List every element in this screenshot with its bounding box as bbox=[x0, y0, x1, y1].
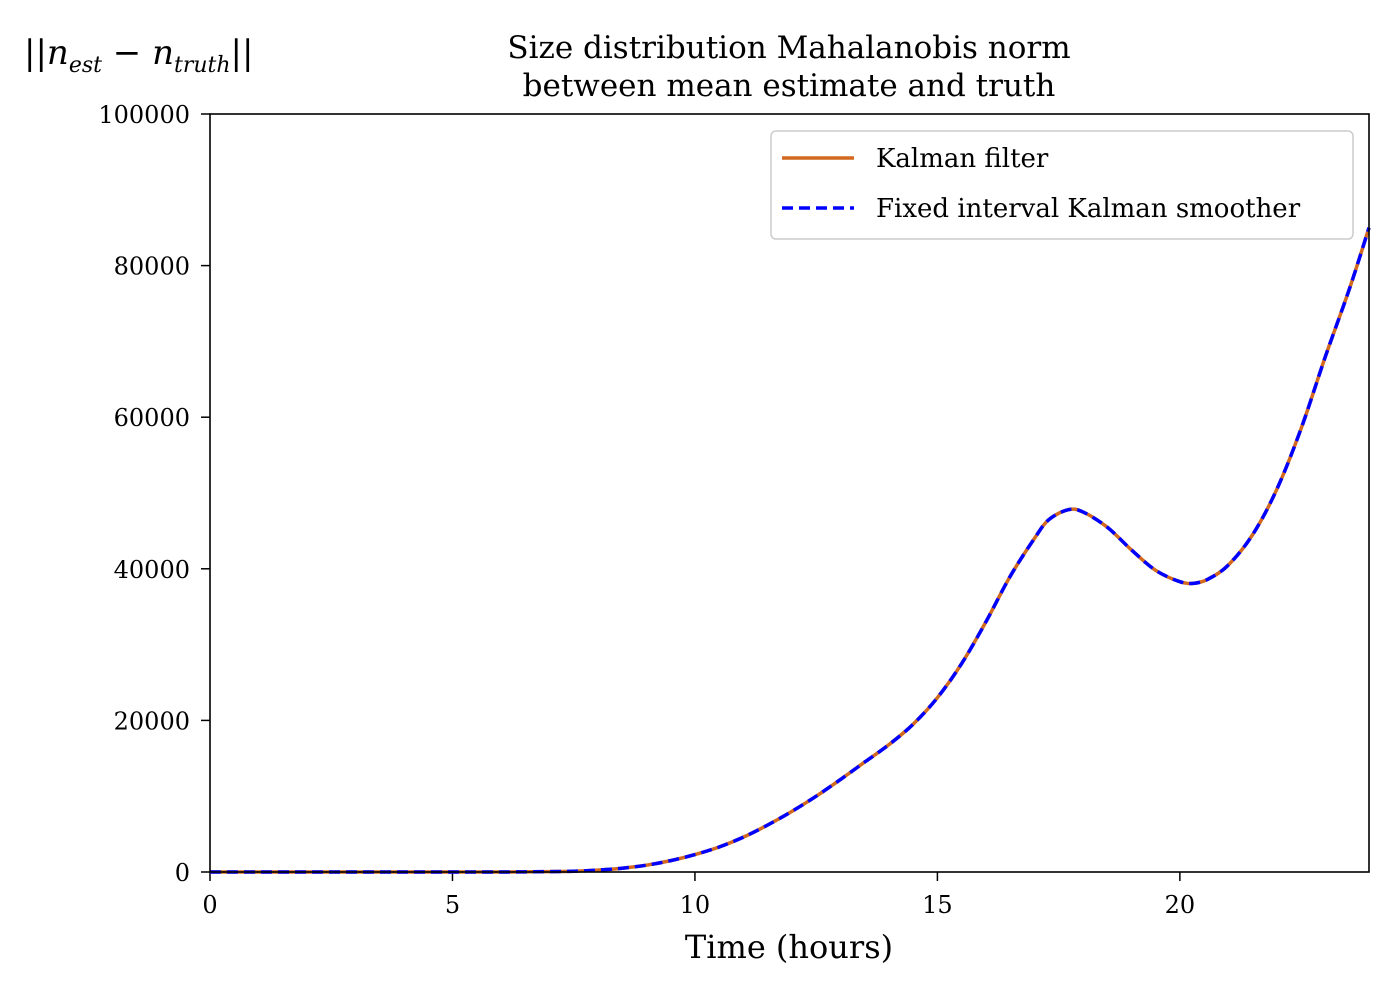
y-tick-label: 0 bbox=[175, 859, 190, 887]
plot-frame bbox=[209, 113, 1370, 873]
y-tick-label: 40000 bbox=[114, 556, 190, 584]
y-tick-label: 80000 bbox=[114, 253, 190, 281]
y-axis-label-open: ||n bbox=[24, 33, 69, 73]
legend-label-fixed-interval-kalman-smoother: Fixed interval Kalman smoother bbox=[876, 194, 1301, 224]
y-axis-label-sub-truth: truth bbox=[174, 53, 231, 78]
x-tick-label: 5 bbox=[445, 891, 460, 919]
series-line-kalman-filter bbox=[210, 227, 1371, 874]
legend-box bbox=[770, 130, 1354, 240]
x-tick-label: 20 bbox=[1165, 891, 1196, 919]
x-tick-label: 15 bbox=[922, 891, 953, 919]
series-line-fixed-interval-kalman-smoother bbox=[210, 227, 1371, 874]
y-tick-label: 20000 bbox=[114, 707, 190, 735]
legend: Kalman filter Fixed interval Kalman smoo… bbox=[770, 130, 1354, 240]
x-tick-label: 10 bbox=[680, 891, 711, 919]
y-tick-label: 100000 bbox=[98, 101, 190, 129]
chart-title-line-2: between mean estimate and truth bbox=[523, 68, 1056, 104]
y-axis-label-minus: − n bbox=[102, 33, 174, 73]
x-tick-label: 0 bbox=[202, 891, 217, 919]
series-lines bbox=[210, 227, 1371, 874]
y-tick-label: 60000 bbox=[114, 404, 190, 432]
axis-ticks: 0 5 10 15 20 0 20000 40000 60000 80000 100000 bbox=[98, 101, 1195, 919]
y-axis-label-sub-est: est bbox=[69, 53, 102, 78]
chart-title-line-1: Size distribution Mahalanobis norm bbox=[507, 30, 1070, 66]
x-axis-label: Time (hours) bbox=[685, 928, 893, 966]
legend-label-kalman-filter: Kalman filter bbox=[876, 144, 1049, 174]
y-axis-label: ||nest − ntruth|| bbox=[24, 33, 253, 78]
y-axis-label-close: || bbox=[231, 33, 254, 73]
